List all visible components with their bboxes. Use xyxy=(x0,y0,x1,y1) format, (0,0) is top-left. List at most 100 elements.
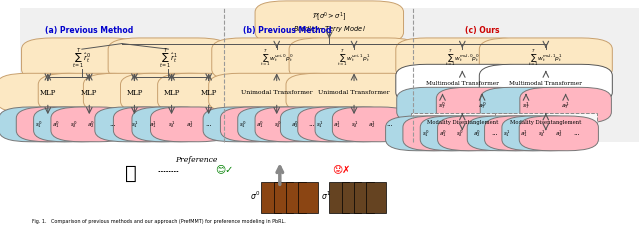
Text: $\sum_{t=1}^{T}w_t^{uni,1}p_t^1$: $\sum_{t=1}^{T}w_t^{uni,1}p_t^1$ xyxy=(337,49,371,69)
Text: $s_2^0$: $s_2^0$ xyxy=(70,119,77,130)
Text: $a_T^0$: $a_T^0$ xyxy=(477,100,486,111)
Text: ...: ... xyxy=(205,121,212,127)
Text: MLP: MLP xyxy=(200,89,217,97)
FancyBboxPatch shape xyxy=(0,73,99,113)
FancyBboxPatch shape xyxy=(289,38,419,81)
Text: $a_1^0$: $a_1^0$ xyxy=(52,119,60,130)
Text: MLP: MLP xyxy=(40,89,56,97)
Text: Modality Disentanglement: Modality Disentanglement xyxy=(427,120,498,125)
FancyBboxPatch shape xyxy=(20,8,639,142)
FancyBboxPatch shape xyxy=(16,107,95,142)
Text: $a_2^0$: $a_2^0$ xyxy=(86,119,95,130)
Text: $\sigma^0$: $\sigma^0$ xyxy=(250,190,260,202)
FancyBboxPatch shape xyxy=(438,116,516,151)
Text: Preference: Preference xyxy=(175,156,218,164)
FancyBboxPatch shape xyxy=(385,116,465,151)
FancyBboxPatch shape xyxy=(315,107,394,142)
FancyBboxPatch shape xyxy=(95,107,174,142)
Text: $a_2^0$: $a_2^0$ xyxy=(291,119,299,130)
FancyBboxPatch shape xyxy=(330,182,349,213)
FancyBboxPatch shape xyxy=(397,87,488,123)
FancyBboxPatch shape xyxy=(132,107,211,142)
Text: 🧑: 🧑 xyxy=(125,164,137,183)
Text: ...: ... xyxy=(573,130,579,136)
FancyBboxPatch shape xyxy=(212,38,342,81)
FancyBboxPatch shape xyxy=(255,1,404,44)
Text: $s_2^1$: $s_2^1$ xyxy=(538,128,545,139)
FancyBboxPatch shape xyxy=(495,113,597,132)
Text: $s_1^1$: $s_1^1$ xyxy=(131,119,138,130)
FancyBboxPatch shape xyxy=(108,38,228,81)
FancyBboxPatch shape xyxy=(298,182,318,213)
Text: $\sum_{t=1}^{T}w_t^{mul,0}p_t^0$: $\sum_{t=1}^{T}w_t^{mul,0}p_t^0$ xyxy=(445,49,480,69)
FancyBboxPatch shape xyxy=(332,107,412,142)
Text: $\sum_{t=1}^{T}\hat{r}_t^0$: $\sum_{t=1}^{T}\hat{r}_t^0$ xyxy=(72,47,92,71)
FancyBboxPatch shape xyxy=(33,107,113,142)
FancyBboxPatch shape xyxy=(280,107,360,142)
Text: ...: ... xyxy=(109,121,116,127)
FancyBboxPatch shape xyxy=(520,87,611,123)
FancyBboxPatch shape xyxy=(342,182,362,213)
FancyBboxPatch shape xyxy=(113,107,193,142)
FancyBboxPatch shape xyxy=(203,107,282,142)
Text: MLP: MLP xyxy=(126,89,143,97)
FancyBboxPatch shape xyxy=(479,64,612,104)
FancyBboxPatch shape xyxy=(519,116,598,151)
FancyBboxPatch shape xyxy=(484,116,564,151)
Text: $a_1^1$: $a_1^1$ xyxy=(333,119,341,130)
Text: $\sum_{t=1}^{T}w_t^{mul,1}p_t^1$: $\sum_{t=1}^{T}w_t^{mul,1}p_t^1$ xyxy=(528,49,563,69)
Text: $s_2^0$: $s_2^0$ xyxy=(274,119,281,130)
Text: $s_2^1$: $s_2^1$ xyxy=(351,119,358,130)
Text: $s_2^1$: $s_2^1$ xyxy=(168,119,175,130)
Text: (b) Previous Method: (b) Previous Method xyxy=(243,26,331,35)
FancyBboxPatch shape xyxy=(298,107,377,142)
Text: $s_1^0$: $s_1^0$ xyxy=(35,119,42,130)
FancyBboxPatch shape xyxy=(286,182,306,213)
Text: (a) Previous Method: (a) Previous Method xyxy=(45,26,133,35)
Text: ...: ... xyxy=(386,121,393,127)
Text: $s_1^0$: $s_1^0$ xyxy=(239,119,246,130)
FancyBboxPatch shape xyxy=(480,87,572,123)
Text: MLP: MLP xyxy=(81,89,97,97)
Text: $s_T^0$: $s_T^0$ xyxy=(438,100,447,111)
Text: $\mathcal{P}[\sigma^0 > \sigma^1]$
$\it{Bradley\!-\!Terry\ Model}$: $\mathcal{P}[\sigma^0 > \sigma^1]$ $\it{… xyxy=(293,10,365,34)
Text: $a_1^0$: $a_1^0$ xyxy=(256,119,264,130)
Text: $\sum_{t=1}^{T}w_t^{uni,0}p_t^0$: $\sum_{t=1}^{T}w_t^{uni,0}p_t^0$ xyxy=(260,49,294,69)
Text: Unimodal Transformer: Unimodal Transformer xyxy=(241,90,312,95)
FancyBboxPatch shape xyxy=(412,113,513,132)
FancyBboxPatch shape xyxy=(403,116,482,151)
Text: Multimodal Transformer: Multimodal Transformer xyxy=(426,82,499,87)
FancyBboxPatch shape xyxy=(22,38,142,81)
Text: $\sigma^1$: $\sigma^1$ xyxy=(321,190,332,202)
Text: $\sum_{t=1}^{T}\hat{r}_t^1$: $\sum_{t=1}^{T}\hat{r}_t^1$ xyxy=(159,47,178,71)
FancyBboxPatch shape xyxy=(120,73,223,113)
Text: $a_1^1$: $a_1^1$ xyxy=(149,119,157,130)
Text: $a_T^1$: $a_T^1$ xyxy=(561,100,570,111)
Text: $s_1^1$: $s_1^1$ xyxy=(503,128,511,139)
FancyBboxPatch shape xyxy=(436,87,528,123)
FancyBboxPatch shape xyxy=(0,107,78,142)
FancyBboxPatch shape xyxy=(467,116,547,151)
FancyBboxPatch shape xyxy=(420,116,499,151)
Text: $a_2^1$: $a_2^1$ xyxy=(186,119,194,130)
FancyBboxPatch shape xyxy=(261,182,281,213)
Text: $a_2^1$: $a_2^1$ xyxy=(368,119,376,130)
FancyBboxPatch shape xyxy=(157,73,260,113)
Text: $s_2^0$: $s_2^0$ xyxy=(456,128,463,139)
Text: $a_1^0$: $a_1^0$ xyxy=(438,128,447,139)
Text: $s_T^1$: $s_T^1$ xyxy=(522,100,530,111)
FancyBboxPatch shape xyxy=(38,73,140,113)
FancyBboxPatch shape xyxy=(255,107,334,142)
FancyBboxPatch shape xyxy=(286,73,422,113)
FancyBboxPatch shape xyxy=(83,73,186,113)
FancyBboxPatch shape xyxy=(150,107,230,142)
Text: (c) Ours: (c) Ours xyxy=(465,26,500,35)
FancyBboxPatch shape xyxy=(396,38,529,81)
FancyBboxPatch shape xyxy=(479,38,612,81)
Text: 😟✗: 😟✗ xyxy=(333,164,351,174)
FancyBboxPatch shape xyxy=(209,73,345,113)
FancyBboxPatch shape xyxy=(396,64,529,104)
Text: $s_1^0$: $s_1^0$ xyxy=(422,128,429,139)
FancyBboxPatch shape xyxy=(274,182,293,213)
FancyBboxPatch shape xyxy=(367,182,386,213)
